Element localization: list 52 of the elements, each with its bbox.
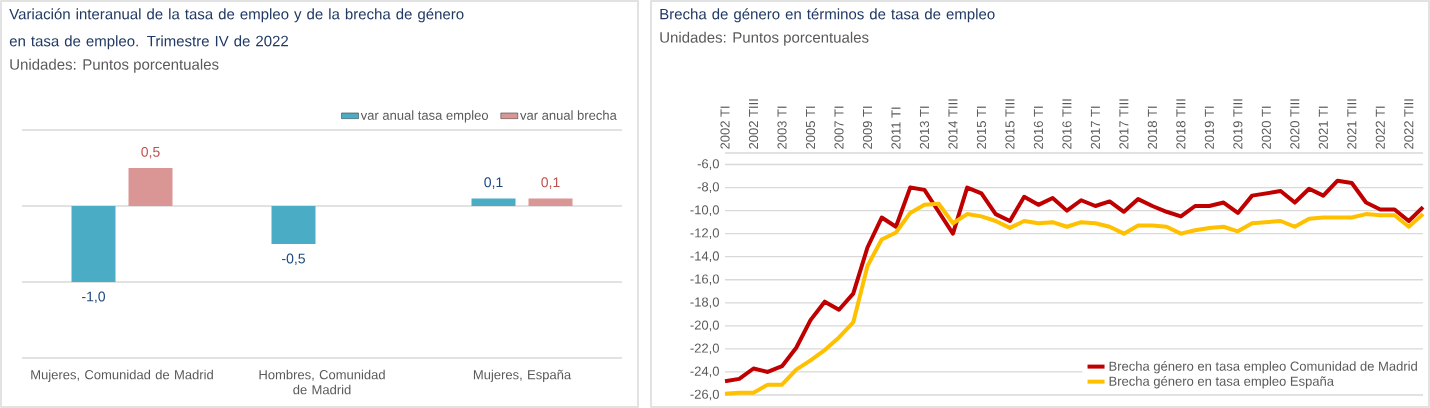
y-tick-label: -6,0 xyxy=(697,159,719,170)
y-tick-label: -26,0 xyxy=(690,389,719,401)
chart-subtitle: Unidades: Puntos porcentuales xyxy=(10,58,219,73)
x-tick-label: 2003 TI xyxy=(777,106,787,149)
x-tick-label: 2020 TIII xyxy=(1290,99,1300,149)
y-tick-label: -12,0 xyxy=(690,228,719,240)
data-label: 0,1 xyxy=(541,177,560,189)
x-tick-label: 2017 TIII xyxy=(1119,99,1129,149)
x-tick-label: 2005 TI xyxy=(805,106,816,149)
x-tick-label: Mujeres, España xyxy=(473,369,572,382)
x-tick-label: 2020 TI xyxy=(1261,106,1271,149)
x-tick-label: 2022 TIII xyxy=(1404,99,1414,149)
legend-label: var anual tasa empleo xyxy=(360,110,489,123)
x-tick-label: Hombres, Comunidad de Madrid xyxy=(259,369,385,395)
data-label: 0,5 xyxy=(141,146,160,159)
y-tick-label: -22,0 xyxy=(690,343,719,355)
x-tick-label: 2013 TI xyxy=(919,106,930,149)
y-tick-label: -16,0 xyxy=(690,274,719,286)
y-tick-label: -8,0 xyxy=(697,182,719,193)
legend-label: Brecha género en tasa empleo España xyxy=(1109,376,1334,389)
chart-title: Brecha de género en términos de tasa de empleo xyxy=(660,8,995,23)
y-tick-label: -24,0 xyxy=(690,366,719,378)
x-tick-label: 2016 TI xyxy=(1033,106,1044,149)
x-tick-label: 2022 TI xyxy=(1375,106,1385,149)
x-tick-label: Mujeres, Comunidad de Madrid xyxy=(31,369,213,382)
x-tick-label: 2019 TIII xyxy=(1233,99,1243,149)
y-tick-label: -10,0 xyxy=(690,205,719,216)
x-tick-label: 2002 TIII xyxy=(748,99,759,149)
x-tick-label: 2017 TI xyxy=(1090,106,1100,149)
data-label: -0,5 xyxy=(282,253,305,266)
x-tick-label: 2016 TIII xyxy=(1062,99,1072,149)
x-tick-label: 2021 TI xyxy=(1318,106,1328,149)
data-label: -1,0 xyxy=(82,291,106,304)
data-label: 0,1 xyxy=(484,177,503,189)
chart-subtitle: Unidades: Puntos porcentuales xyxy=(660,31,869,46)
x-tick-label: 2021 TIII xyxy=(1347,99,1357,149)
y-tick-label: -20,0 xyxy=(690,320,719,332)
x-tick-label: 2019 TI xyxy=(1204,106,1214,149)
x-tick-label: 2011 TI xyxy=(891,107,901,149)
x-tick-label: 2018 TIII xyxy=(1176,99,1186,149)
legend-label: Brecha género en tasa empleo Comunidad de Madrid xyxy=(1109,361,1417,374)
x-tick-label: 2007 TI xyxy=(834,106,844,149)
y-tick-label: -18,0 xyxy=(690,297,719,309)
x-tick-label: 2002 TI xyxy=(720,106,730,149)
chart-title: Variación interanual de la tasa de empleo y de la brecha de género en tasa de empleo. Trimestre IV de 2022 xyxy=(9,8,464,50)
x-tick-label: 2018 TI xyxy=(1147,106,1157,149)
x-tick-label: 2015 TI xyxy=(976,106,987,149)
x-tick-label: 2009 TI xyxy=(862,106,873,149)
legend-label: var anual brecha xyxy=(520,110,617,120)
x-tick-label: 2015 TIII xyxy=(1005,99,1015,149)
x-tick-label: 2014 TIII xyxy=(948,99,958,149)
y-tick-label: -14,0 xyxy=(690,251,719,263)
